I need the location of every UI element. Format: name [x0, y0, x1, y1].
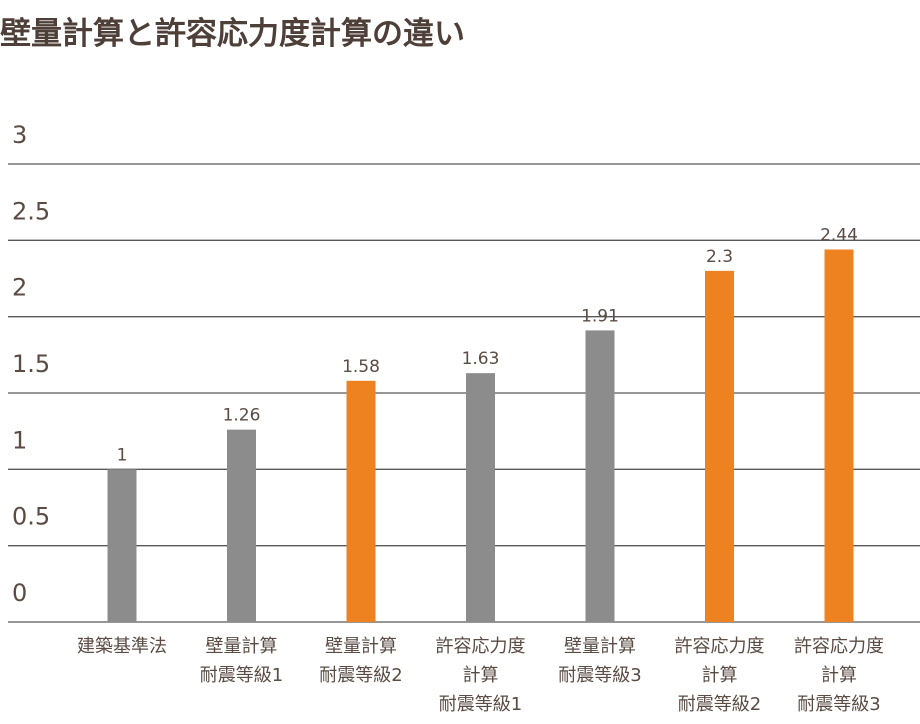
category-label: 耐震等級1 — [200, 665, 283, 686]
category-label: 建築基準法 — [77, 636, 167, 657]
y-tick-label: 3 — [12, 121, 27, 149]
y-tick-label: 2.5 — [12, 197, 50, 225]
category-label: 耐震等級2 — [319, 665, 402, 686]
category-label: 計算 — [463, 665, 499, 686]
category-label: 耐震等級2 — [678, 694, 761, 715]
y-tick-label: 2 — [12, 274, 27, 302]
chart-title: 壁量計算と許容応力度計算の違い — [0, 16, 465, 52]
data-label: 2.3 — [706, 247, 733, 267]
bar — [346, 380, 376, 622]
category-label: 壁量計算 — [564, 636, 636, 657]
data-label: 1.91 — [581, 306, 619, 326]
data-label: 1 — [117, 445, 128, 465]
y-tick-label: 0 — [12, 579, 27, 607]
category-label: 許容応力度 — [436, 636, 526, 657]
data-label: 1.58 — [342, 357, 380, 377]
bar — [466, 373, 495, 622]
category-label: 計算 — [821, 665, 857, 686]
bar — [227, 429, 256, 622]
bar — [705, 270, 734, 622]
category-label: 耐震等級1 — [439, 694, 522, 715]
category-label: 壁量計算 — [325, 636, 397, 657]
category-label: 許容応力度 — [794, 636, 884, 657]
category-label: 計算 — [702, 665, 738, 686]
category-label: 耐震等級3 — [558, 665, 641, 686]
y-tick-label: 0.5 — [12, 503, 50, 531]
category-label: 耐震等級3 — [797, 694, 880, 715]
y-tick-label: 1 — [12, 426, 27, 454]
bar — [824, 249, 854, 622]
y-tick-label: 1.5 — [12, 350, 50, 378]
category-label: 壁量計算 — [206, 636, 278, 657]
category-label: 許容応力度 — [675, 636, 765, 657]
data-label: 1.63 — [462, 349, 500, 369]
data-label: 1.26 — [223, 406, 261, 426]
bar — [585, 330, 615, 622]
data-label: 2.44 — [820, 225, 858, 245]
bar — [107, 469, 137, 622]
